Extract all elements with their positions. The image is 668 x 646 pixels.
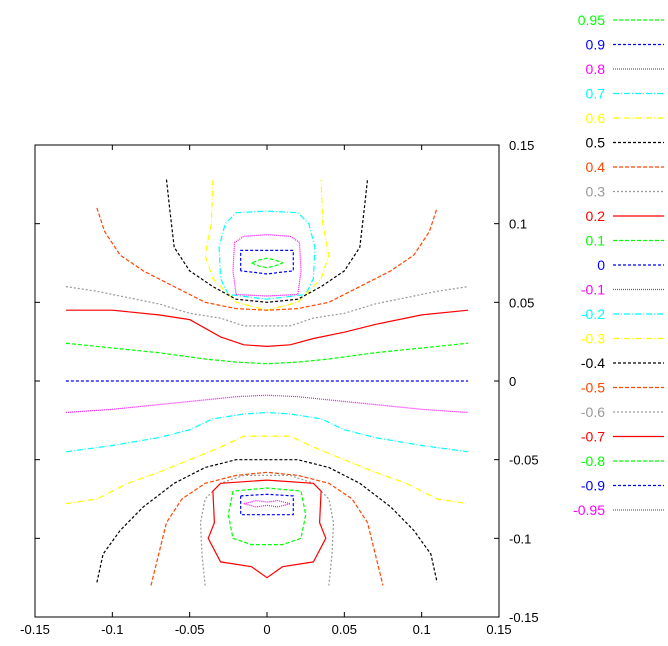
y-tick-label: -0.15 bbox=[509, 610, 539, 625]
legend-label: 0.9 bbox=[586, 37, 606, 53]
y-tick-label: 0 bbox=[509, 374, 516, 389]
contour-line-1-0 bbox=[240, 249, 294, 275]
legend-label: 0.2 bbox=[586, 208, 606, 224]
legend-label: -0.3 bbox=[581, 331, 605, 347]
contour-line-16-0 bbox=[199, 474, 335, 586]
legend-label: -0.9 bbox=[581, 478, 605, 494]
legend-label: -0.1 bbox=[581, 282, 605, 298]
legend-label: -0.8 bbox=[581, 453, 605, 469]
contour-line-2-0 bbox=[232, 234, 302, 297]
y-tick-label: -0.05 bbox=[509, 453, 539, 468]
legend-label: 0.95 bbox=[578, 12, 605, 28]
contour-line-4-0 bbox=[204, 179, 330, 311]
legend: 0.95 0.9 0.8 0.7 0.6 0.5 0.4 0.3 0.2 0.1 0 -0.1 -0.2… bbox=[573, 12, 664, 518]
contour-line-5-0 bbox=[165, 179, 369, 303]
legend-label: 0.8 bbox=[586, 61, 606, 77]
contour-line-15-0 bbox=[150, 471, 384, 586]
x-tick-label: -0.15 bbox=[20, 622, 50, 637]
legend-label: 0.3 bbox=[586, 184, 606, 200]
legend-label: 0.5 bbox=[586, 135, 606, 151]
contour-line-19-0 bbox=[240, 493, 294, 516]
contour-line-7-0 bbox=[65, 286, 469, 327]
x-tick-label: 0.05 bbox=[332, 622, 357, 637]
contour-lines bbox=[65, 179, 469, 586]
contour-line-18-0 bbox=[227, 487, 307, 546]
contour-line-12-0 bbox=[65, 411, 469, 453]
legend-label: -0.4 bbox=[581, 355, 605, 371]
x-tick-label: 0 bbox=[263, 622, 270, 637]
legend-label: -0.5 bbox=[581, 380, 605, 396]
contour-line-8-0 bbox=[65, 309, 469, 348]
contour-line-20-0 bbox=[243, 499, 291, 508]
legend-label: -0.95 bbox=[573, 502, 605, 518]
y-axis: 0.15 0.1 0.05 0 -0.05 -0.1 -0.15 bbox=[35, 138, 539, 625]
x-tick-label: -0.1 bbox=[101, 622, 123, 637]
contour-line-9-0 bbox=[65, 342, 469, 365]
legend-label: 0.4 bbox=[586, 159, 606, 175]
legend-label: -0.7 bbox=[581, 429, 605, 445]
y-tick-label: 0.1 bbox=[509, 217, 527, 232]
contour-line-17-0 bbox=[207, 479, 327, 579]
contour-line-13-0 bbox=[65, 435, 469, 505]
legend-label: 0.6 bbox=[586, 110, 606, 126]
legend-label: -0.6 bbox=[581, 404, 605, 420]
legend-label: 0.1 bbox=[586, 233, 606, 249]
legend-label: -0.2 bbox=[581, 306, 605, 322]
x-axis: -0.15 -0.1 -0.05 0 0.05 0.1 0.15 bbox=[20, 145, 512, 637]
contour-line-14-0 bbox=[96, 459, 438, 583]
y-tick-label: -0.1 bbox=[509, 531, 531, 546]
y-tick-label: 0.05 bbox=[509, 295, 534, 310]
legend-label: 0 bbox=[597, 257, 605, 273]
contour-line-3-0 bbox=[218, 210, 316, 300]
contour-line-11-0 bbox=[65, 394, 469, 414]
x-tick-label: 0.1 bbox=[413, 622, 431, 637]
contour-line-6-0 bbox=[96, 207, 438, 311]
legend-label: 0.7 bbox=[586, 86, 606, 102]
x-tick-label: -0.05 bbox=[175, 622, 205, 637]
x-tick-label: 0.15 bbox=[486, 622, 511, 637]
y-tick-label: 0.15 bbox=[509, 138, 534, 153]
contour-line-0-0 bbox=[251, 257, 285, 269]
